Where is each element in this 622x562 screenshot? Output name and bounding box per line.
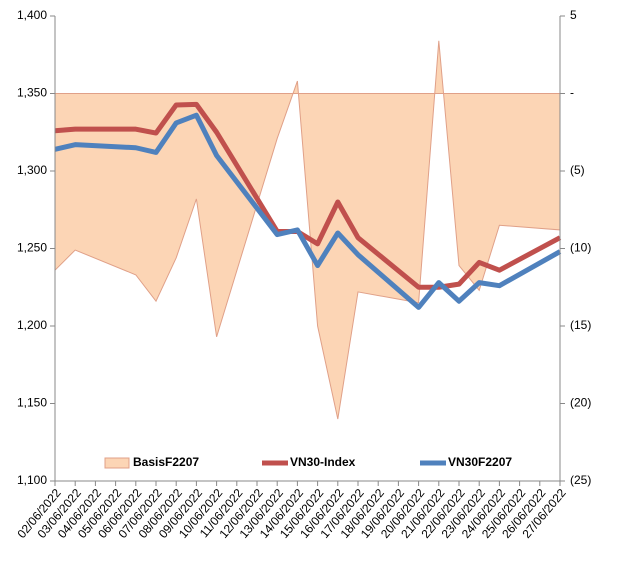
- legend-label: VN30-Index: [290, 455, 356, 469]
- legend-swatch: [104, 457, 130, 469]
- line: [54, 112, 562, 310]
- y2-tick-label: -: [570, 86, 574, 100]
- y2-tick-label: 5: [570, 8, 577, 22]
- y-tick-label: 1,200: [17, 318, 47, 332]
- y2-tick-label: (15): [570, 318, 591, 332]
- y2-tick-label: (20): [570, 396, 591, 410]
- y2-tick-label: (10): [570, 241, 591, 255]
- legend-label: BasisF2207: [133, 455, 199, 469]
- y-tick-label: 1,300: [17, 163, 47, 177]
- legend-item: VN30-Index: [262, 455, 356, 469]
- y-tick-label: 1,250: [17, 241, 47, 255]
- y-tick-label: 1,400: [17, 8, 47, 22]
- y-tick-label: 1,350: [17, 86, 47, 100]
- y2-tick-label: (25): [570, 473, 591, 487]
- y-tick-label: 1,150: [17, 396, 47, 410]
- area: [54, 40, 561, 420]
- y-tick-label: 1,100: [17, 473, 47, 487]
- line: [54, 101, 562, 290]
- y2-tick-label: (5): [570, 163, 585, 177]
- legend-label: VN30F2207: [448, 455, 512, 469]
- legend-item: BasisF2207: [104, 455, 199, 469]
- legend-item: VN30F2207: [420, 455, 512, 469]
